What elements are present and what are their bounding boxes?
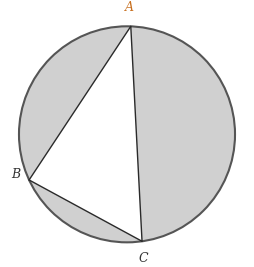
Circle shape [19,26,235,242]
Text: A: A [125,2,134,14]
Text: C: C [139,252,148,265]
Polygon shape [29,26,142,241]
Text: B: B [11,168,21,181]
